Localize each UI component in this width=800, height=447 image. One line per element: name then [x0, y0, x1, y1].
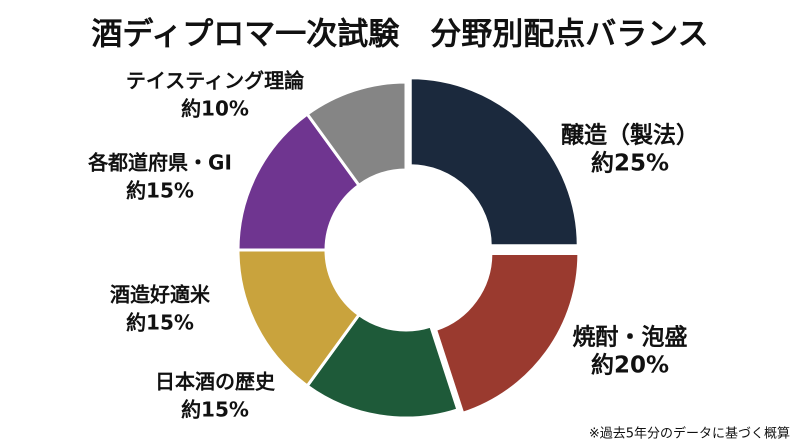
- slice-value-label: 約20%: [591, 352, 669, 379]
- slice: [408, 76, 580, 248]
- slice-label: 酒造好適米: [110, 283, 211, 307]
- slice-label: 焼酎・泡盛: [573, 324, 688, 351]
- slice-value-label: 約10%: [181, 97, 249, 121]
- slice-value-label: 約15%: [126, 311, 194, 335]
- footnote: ※過去5年分のデータに基づく概算: [589, 426, 790, 442]
- slice-label: 各都道府県・GI: [87, 151, 232, 175]
- slice: [433, 252, 581, 416]
- slice-value-label: 約15%: [126, 179, 194, 203]
- chart-title: 酒ディプロマ一次試験 分野別配点バランス: [91, 17, 708, 53]
- slice-label: テイスティング理論: [126, 69, 305, 93]
- slice: [305, 80, 408, 188]
- slice-label: 醸造（製法）: [561, 122, 699, 149]
- slice-value-label: 約15%: [181, 398, 249, 422]
- slice-value-label: 約25%: [591, 150, 669, 177]
- slice-label: 日本酒の歴史: [155, 370, 276, 394]
